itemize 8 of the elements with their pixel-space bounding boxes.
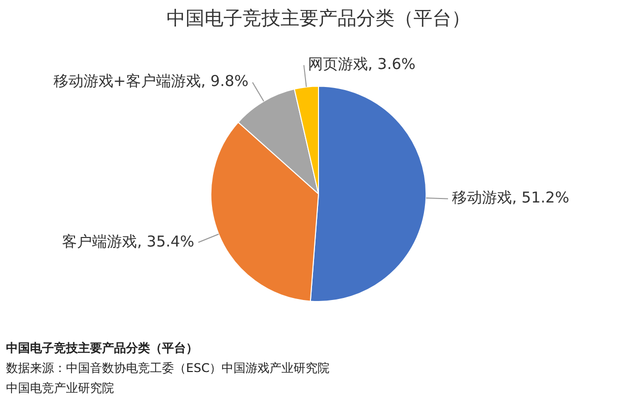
source-note: 数据来源：中国音数协电竞工委（ESC）中国游戏产业研究院 (6, 360, 330, 377)
slice-label: 移动游戏, 51.2% (452, 188, 570, 207)
slice-label: 客户端游戏, 35.4% (62, 232, 194, 250)
slice-label: 移动游戏+客户端游戏, 9.8% (53, 72, 249, 90)
text: 中国电竞产业研究院 (6, 380, 115, 397)
slice-label: 网页游戏, 3.6% (308, 55, 416, 74)
text: 中国电子竞技主要产品分类（平台） (6, 340, 199, 357)
chart-title: 中国电子竞技主要产品分类（平台） (166, 7, 470, 30)
